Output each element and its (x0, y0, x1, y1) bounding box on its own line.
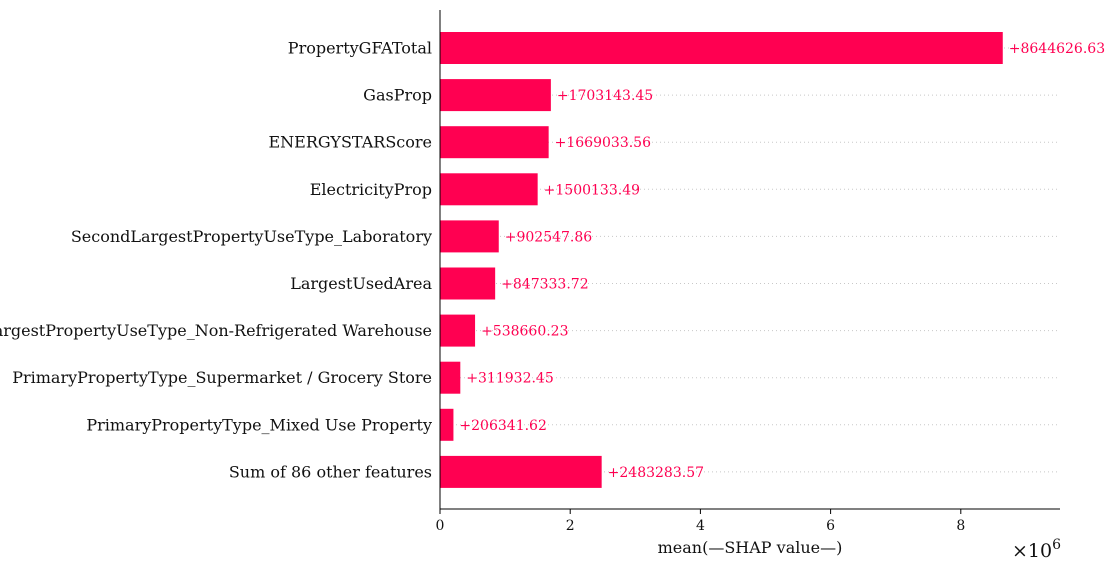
value-label: +311932.45 (466, 371, 553, 387)
x-ticks: 0 2 4 6 8 (436, 509, 965, 534)
x-tick-label: 2 (566, 518, 575, 534)
bar (440, 173, 538, 206)
category-label: SecondLargestPropertyUseType_Laboratory (71, 227, 432, 246)
value-label: +1703143.45 (557, 88, 653, 104)
bar (440, 455, 602, 488)
bar (440, 126, 549, 159)
category-label: Sum of 86 other features (229, 462, 432, 481)
category-label: LargestPropertyUseType_Non-Refrigerated … (0, 321, 432, 340)
guide-lines (440, 47, 1058, 473)
category-label: ENERGYSTARScore (269, 133, 433, 152)
value-label: +1500133.49 (544, 182, 640, 198)
bar (440, 408, 454, 441)
value-label: +8644626.63 (1009, 41, 1105, 57)
value-label: +902547.86 (505, 229, 593, 245)
x-scale-base: ×10 (1012, 540, 1052, 562)
value-label: +206341.62 (459, 418, 546, 434)
category-label: PrimaryPropertyType_Mixed Use Property (86, 415, 432, 434)
x-axis-title: mean(—SHAP value—) (658, 538, 843, 557)
x-scale-exponent: 6 (1052, 537, 1061, 553)
value-label: +1669033.56 (555, 135, 651, 151)
bar (440, 32, 1003, 64)
bar (440, 314, 476, 347)
x-tick-label: 6 (826, 518, 835, 534)
bar (440, 79, 551, 112)
bar (440, 361, 461, 394)
category-label: ElectricityProp (310, 180, 432, 199)
value-label: +538660.23 (481, 324, 568, 340)
category-label: GasProp (363, 86, 432, 105)
x-tick-label: 4 (696, 518, 705, 534)
category-label: PropertyGFATotal (288, 39, 432, 58)
value-labels: +8644626.63 +1703143.45 +1669033.56 +150013… (459, 41, 1105, 481)
bar (440, 220, 499, 253)
category-label: PrimaryPropertyType_Supermarket / Grocer… (12, 368, 432, 387)
bars (440, 32, 1003, 488)
x-scale-label: ×106 (1012, 537, 1061, 562)
bar (440, 267, 496, 300)
category-label: LargestUsedArea (290, 274, 432, 293)
x-tick-label: 0 (436, 518, 445, 534)
category-labels: PropertyGFATotal GasProp ENERGYSTARScore El… (0, 39, 432, 482)
value-label: +2483283.57 (608, 465, 704, 481)
value-label: +847333.72 (501, 277, 588, 293)
x-tick-label: 8 (956, 518, 965, 534)
